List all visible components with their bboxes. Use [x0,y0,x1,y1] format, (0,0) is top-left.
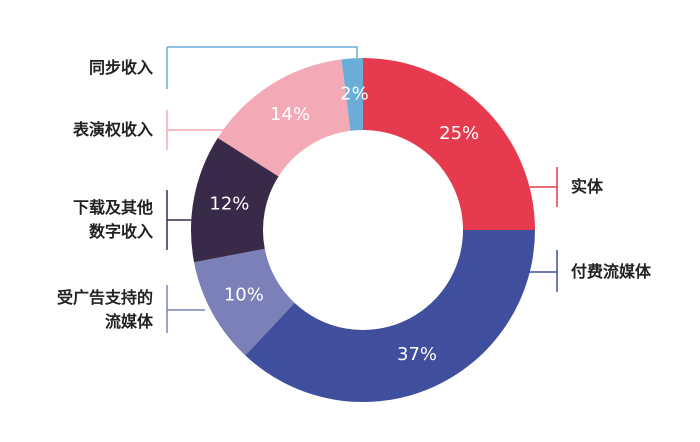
category-label: 实体 [571,177,604,196]
slice-percent-label: 37% [397,344,437,365]
slice-percent-label: 14% [270,104,310,125]
donut-slice [217,59,351,177]
donut-slice [191,137,279,263]
donut-slice [245,230,535,402]
slice-percent-label: 25% [439,123,479,144]
category-label: 同步收入 [88,58,153,77]
slice-percent-label: 2% [340,83,369,104]
category-label: 表演权收入 [72,120,153,139]
donut-slice [194,248,295,356]
category-label: 付费流媒体 [571,262,652,281]
donut-slice [341,58,363,131]
category-label: 受广告支持的 流媒体 [56,288,153,331]
slice-percent-label: 12% [209,194,249,215]
leader-line [167,46,358,58]
slice-percent-label: 10% [224,285,264,306]
donut-slice [363,58,535,230]
category-label: 下载及其他 数字收入 [72,198,153,241]
